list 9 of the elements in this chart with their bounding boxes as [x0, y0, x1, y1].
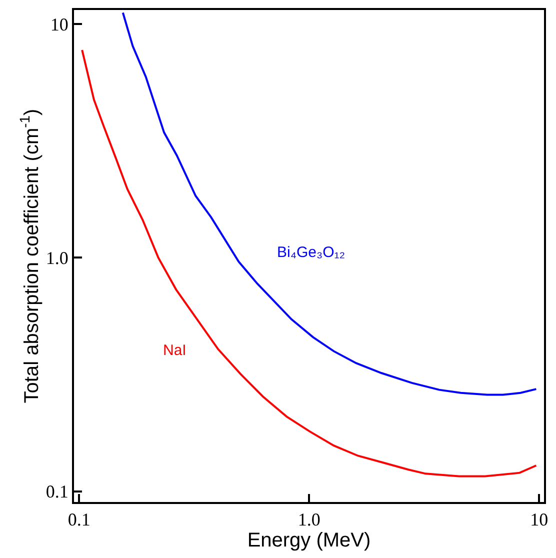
y-tick-label: 0.1 [46, 482, 68, 502]
x-tick-label: 1.0 [298, 510, 320, 530]
series-label: NaI [163, 342, 186, 359]
x-axis-title: Energy (MeV) [247, 530, 371, 552]
y-tick-label: 1.0 [46, 248, 68, 268]
y-tick-label: 10 [50, 14, 68, 34]
x-tick-label: 0.1 [68, 510, 90, 530]
x-tick-label: 10 [530, 510, 548, 530]
series-label: Bi₄Ge₃O₁₂ [277, 244, 346, 261]
